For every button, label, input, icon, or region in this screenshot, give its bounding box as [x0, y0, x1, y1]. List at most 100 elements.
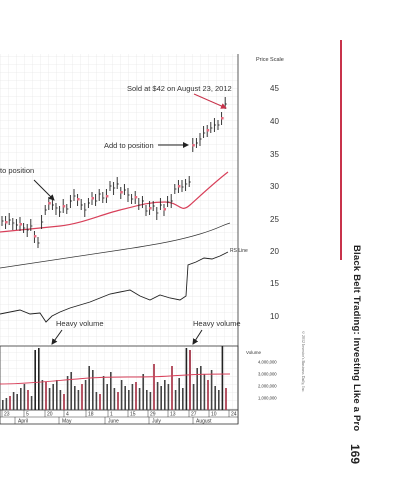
price-bars [1, 97, 227, 248]
price-ticks: 45 40 35 30 25 20 15 10 [270, 84, 279, 321]
volume-bar [120, 380, 123, 410]
volume-bar [196, 368, 198, 410]
sold-annotation: Sold at $42 on August 23, 2012 [127, 84, 232, 93]
price-bar-highlight [206, 129, 210, 132]
volume-bar-up [135, 382, 137, 410]
volume-panel [0, 345, 239, 411]
volume-bar [74, 386, 76, 410]
date-tick-label: 24 [231, 412, 237, 418]
volume-bar [16, 394, 18, 410]
month-label: June [108, 419, 119, 425]
price-tick-label: 20 [270, 247, 279, 256]
volume-bar [52, 384, 54, 410]
price-bar-highlight [48, 202, 51, 205]
page-number: 169 [348, 444, 362, 465]
volume-bar [214, 386, 216, 410]
volume-bar [203, 374, 206, 410]
date-tick-label: 1 [110, 412, 113, 418]
volume-bar [124, 386, 126, 410]
price-bar-highlight [62, 205, 66, 208]
volume-bar-up [9, 396, 11, 410]
volume-bar-up [171, 366, 173, 410]
volume-bar [92, 370, 94, 410]
volume-average-line [0, 373, 231, 385]
volume-bar [138, 388, 141, 410]
volume-bar [110, 372, 112, 410]
date-tick-label: 23 [4, 412, 10, 418]
date-tick-label: 10 [211, 412, 217, 418]
volume-bar [164, 380, 166, 410]
volume-bar [23, 384, 26, 410]
volume-bar-up [117, 392, 119, 410]
volume-bar [221, 346, 224, 410]
price-tick-label: 25 [270, 215, 279, 224]
date-tick-label: 4 [66, 412, 69, 418]
price-bar-highlight [5, 221, 8, 224]
volume-bar [174, 390, 177, 410]
heavy-volume-1-arrow [51, 329, 63, 345]
volume-bar [210, 370, 213, 410]
date-tick-label: 29 [150, 412, 156, 418]
volume-bar [200, 366, 202, 410]
volume-bar [66, 376, 69, 410]
heavy-volume-2-annotation: Heavy volume [193, 319, 241, 328]
volume-bar [218, 390, 220, 410]
moving-average-line [0, 171, 229, 233]
volume-bar-up [225, 388, 227, 410]
volume-bar-up [45, 382, 47, 410]
long-moving-average-line [0, 222, 231, 269]
price-bar-highlight [149, 207, 152, 210]
price-scale-title: Price Scale [256, 57, 284, 63]
date-tick-label: 5 [26, 412, 29, 418]
volume-bar [48, 388, 51, 410]
volume-bar [131, 384, 134, 410]
volume-bar-up [27, 390, 29, 410]
add-left-annotation: to position [0, 166, 34, 175]
month-label: May [62, 419, 72, 425]
volume-bar [146, 390, 148, 410]
volume-bar [128, 390, 130, 410]
volume-bar [2, 400, 4, 410]
price-tick-label: 40 [270, 117, 279, 126]
volume-bar [160, 386, 162, 410]
month-label: April [18, 419, 28, 425]
volume-bar [30, 396, 33, 410]
volume-bar [56, 380, 58, 410]
month-labels: April May June July August [14, 417, 212, 425]
price-bar-highlight [77, 198, 80, 201]
volume-tick-label: 3,000,000 [258, 372, 277, 377]
volume-bar [20, 388, 22, 410]
price-bar-highlight [221, 117, 224, 120]
price-tick-label: 45 [270, 84, 279, 93]
date-ticks: 23 5 20 4 18 1 15 29 13 27 10 24 [1, 410, 237, 418]
rs-line-label: RS Line [230, 248, 248, 254]
volume-bar-up [189, 350, 191, 410]
volume-bar [77, 390, 80, 410]
volume-bar-up [207, 380, 209, 410]
volume-bar [84, 380, 87, 410]
volume-bar [41, 380, 44, 410]
volume-bar-up [81, 384, 83, 410]
price-bar-highlight [120, 191, 123, 194]
volume-bar-up [153, 364, 155, 410]
volume-bar [95, 392, 98, 410]
price-bar-highlight [134, 196, 138, 199]
date-tick-label: 13 [170, 412, 176, 418]
volume-bar [149, 392, 152, 410]
volume-bar [70, 372, 72, 410]
volume-bar [12, 392, 15, 410]
price-bar-highlight [33, 235, 37, 238]
volume-ticks: 4,000,000 3,000,000 2,000,000 1,000,000 [258, 360, 277, 401]
running-title: Black Belt Trading: Investing Like a Pro [351, 245, 362, 432]
date-tick-label: 27 [191, 412, 197, 418]
volume-tick-label: 2,000,000 [258, 384, 277, 389]
add-annotation: Add to position [104, 141, 154, 150]
date-tick-label: 15 [130, 412, 136, 418]
accent-rule [340, 40, 342, 260]
volume-bar [5, 398, 8, 410]
volume-bar [59, 390, 62, 410]
volume-bar [156, 382, 159, 410]
heavy-volume-2-arrow [192, 329, 203, 345]
price-panel [0, 54, 238, 344]
